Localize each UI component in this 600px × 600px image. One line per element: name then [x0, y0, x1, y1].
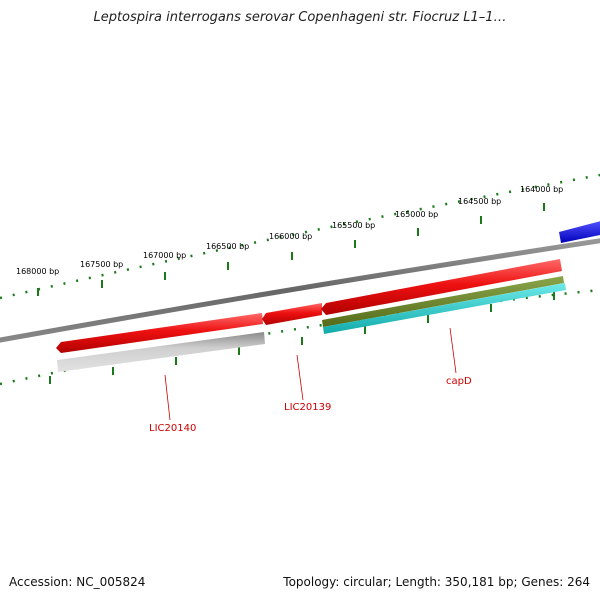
- gene-label-lic20139[interactable]: LIC20139: [284, 402, 331, 413]
- outer-major-ticks: [37, 203, 545, 296]
- gene-lic20140[interactable]: [56, 313, 263, 353]
- inner-ruler-dots: [0, 288, 600, 386]
- chromosome-backbone: [0, 238, 600, 343]
- ruler-label-166000: 166000 bp: [269, 232, 312, 241]
- inner-major-ticks: [49, 292, 555, 384]
- ruler-label-165000: 165000 bp: [395, 210, 438, 219]
- gene-grey[interactable]: [57, 332, 265, 372]
- gene-olive[interactable]: [322, 276, 564, 327]
- map-title: Leptospira interrogans serovar Copenhage…: [93, 10, 507, 25]
- genome-summary: Topology: circular; Length: 350,181 bp; …: [283, 575, 590, 589]
- gene-capd[interactable]: [321, 259, 562, 315]
- outer-ruler: [0, 173, 600, 300]
- callout-line-capd: [449, 327, 457, 374]
- callout-line-lic20140: [164, 374, 171, 421]
- ruler-label-167500: 167500 bp: [80, 260, 123, 269]
- gene-blue[interactable]: [559, 220, 600, 243]
- gene-lic20139[interactable]: [262, 303, 322, 325]
- ruler-label-164000: 164000 bp: [520, 185, 563, 194]
- ruler-label-166500: 166500 bp: [206, 242, 249, 251]
- ruler-label-164500: 164500 bp: [458, 197, 501, 206]
- gene-label-lic20140[interactable]: LIC20140: [149, 423, 196, 434]
- ruler-labels: 168000 bp 167500 bp 167000 bp 166500 bp …: [16, 185, 563, 276]
- ruler-label-168000: 168000 bp: [16, 267, 59, 276]
- accession-label: Accession: NC_005824: [9, 575, 146, 589]
- gene-cyan[interactable]: [323, 283, 566, 334]
- callout-line-lic20139: [296, 354, 304, 401]
- ruler-label-165500: 165500 bp: [332, 221, 375, 230]
- inner-ruler: [0, 288, 600, 386]
- gene-label-capd[interactable]: capD: [446, 376, 472, 387]
- ruler-label-167000: 167000 bp: [143, 251, 186, 260]
